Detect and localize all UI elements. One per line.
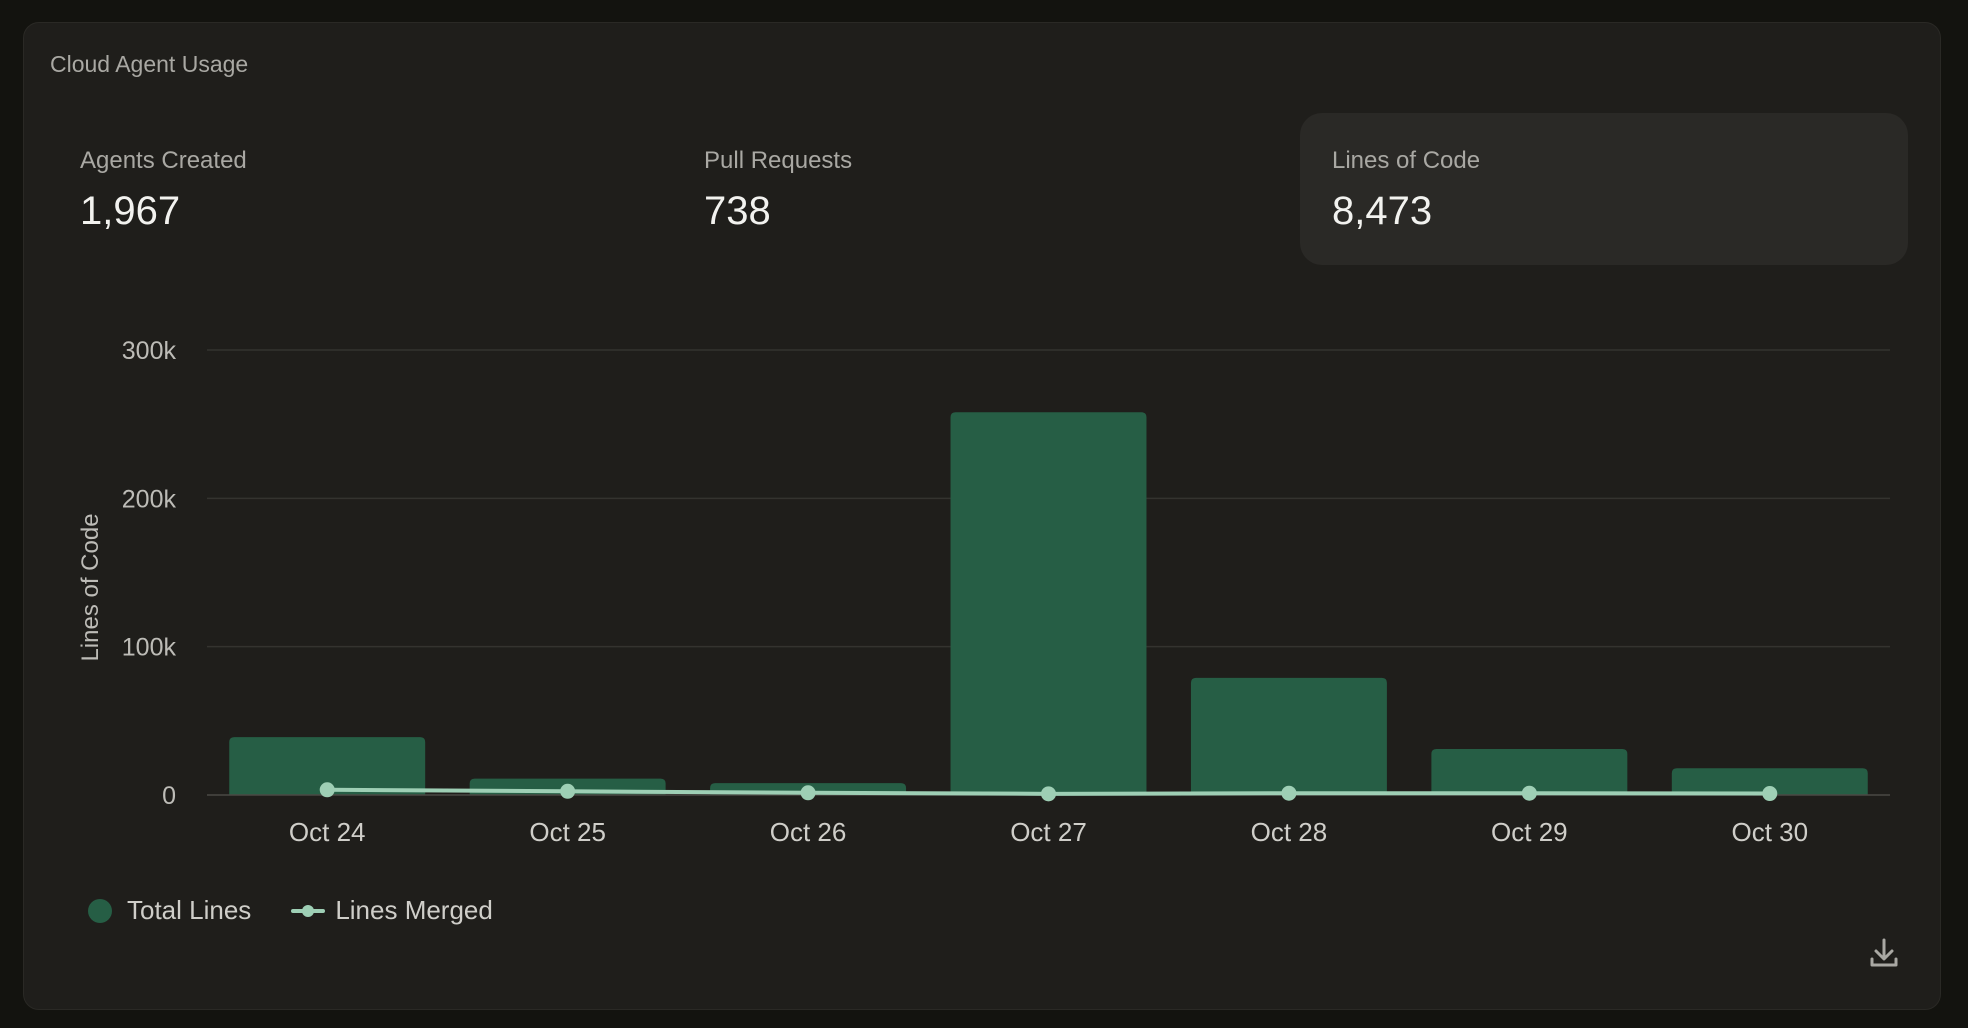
x-tick-label: Oct 27 [1010, 817, 1087, 847]
cloud-agent-usage-card: Cloud Agent Usage Agents Created 1,967 P… [23, 22, 1941, 1010]
stat-label: Agents Created [80, 147, 247, 174]
chart-legend: Total Lines Lines Merged [88, 895, 533, 926]
lines-merged-point [1281, 785, 1297, 801]
legend-swatch-total-lines [88, 898, 112, 923]
stat-agents-created[interactable]: Agents Created 1,967 [48, 113, 656, 265]
stat-label: Pull Requests [704, 147, 853, 174]
y-tick-label: 100k [122, 634, 177, 662]
stat-value: 738 [704, 189, 771, 233]
x-tick-label: Oct 25 [529, 817, 606, 847]
y-tick-label: 200k [122, 485, 177, 513]
x-tick-label: Oct 24 [289, 817, 366, 847]
bar [229, 737, 426, 795]
lines-of-code-chart: 0 100k 200k 300k Lines of Code Oct 24 Oct 25 Oc… [77, 337, 1890, 847]
lines-merged-point [319, 782, 335, 798]
x-tick-label: Oct 30 [1731, 817, 1808, 847]
stat-pull-requests[interactable]: Pull Requests 738 [672, 113, 1280, 265]
x-tick-label: Oct 26 [770, 817, 847, 847]
bar [950, 412, 1147, 795]
card-title: Cloud Agent Usage [50, 51, 249, 77]
bar [1190, 677, 1387, 795]
stat-lines-of-code[interactable]: Lines of Code 8,473 [1300, 113, 1908, 265]
lines-merged-point [1041, 786, 1056, 802]
legend-label-total-lines: Total Lines [127, 895, 252, 925]
bar [1671, 768, 1868, 795]
y-tick-label: 300k [122, 337, 177, 365]
stat-value: 1,967 [80, 189, 181, 233]
legend-item-lines-merged[interactable]: Lines Merged [291, 895, 493, 926]
legend-label-lines-merged: Lines Merged [335, 895, 493, 925]
lines-merged-point [800, 785, 816, 801]
y-axis-label: Lines of Code [77, 513, 104, 661]
download-button[interactable] [1864, 933, 1904, 973]
lines-merged-point [560, 783, 576, 799]
legend-swatch-lines-merged [291, 899, 326, 923]
legend-item-total-lines[interactable]: Total Lines [88, 895, 251, 926]
stat-value: 8,473 [1332, 189, 1433, 233]
y-tick-label: 0 [162, 782, 176, 810]
bar [1431, 749, 1628, 795]
lines-merged-point [1521, 785, 1537, 801]
x-tick-label: Oct 29 [1491, 817, 1568, 847]
lines-merged-point [1762, 786, 1778, 802]
download-icon [1870, 938, 1898, 967]
x-tick-label: Oct 28 [1251, 817, 1328, 847]
stat-label: Lines of Code [1332, 147, 1481, 174]
